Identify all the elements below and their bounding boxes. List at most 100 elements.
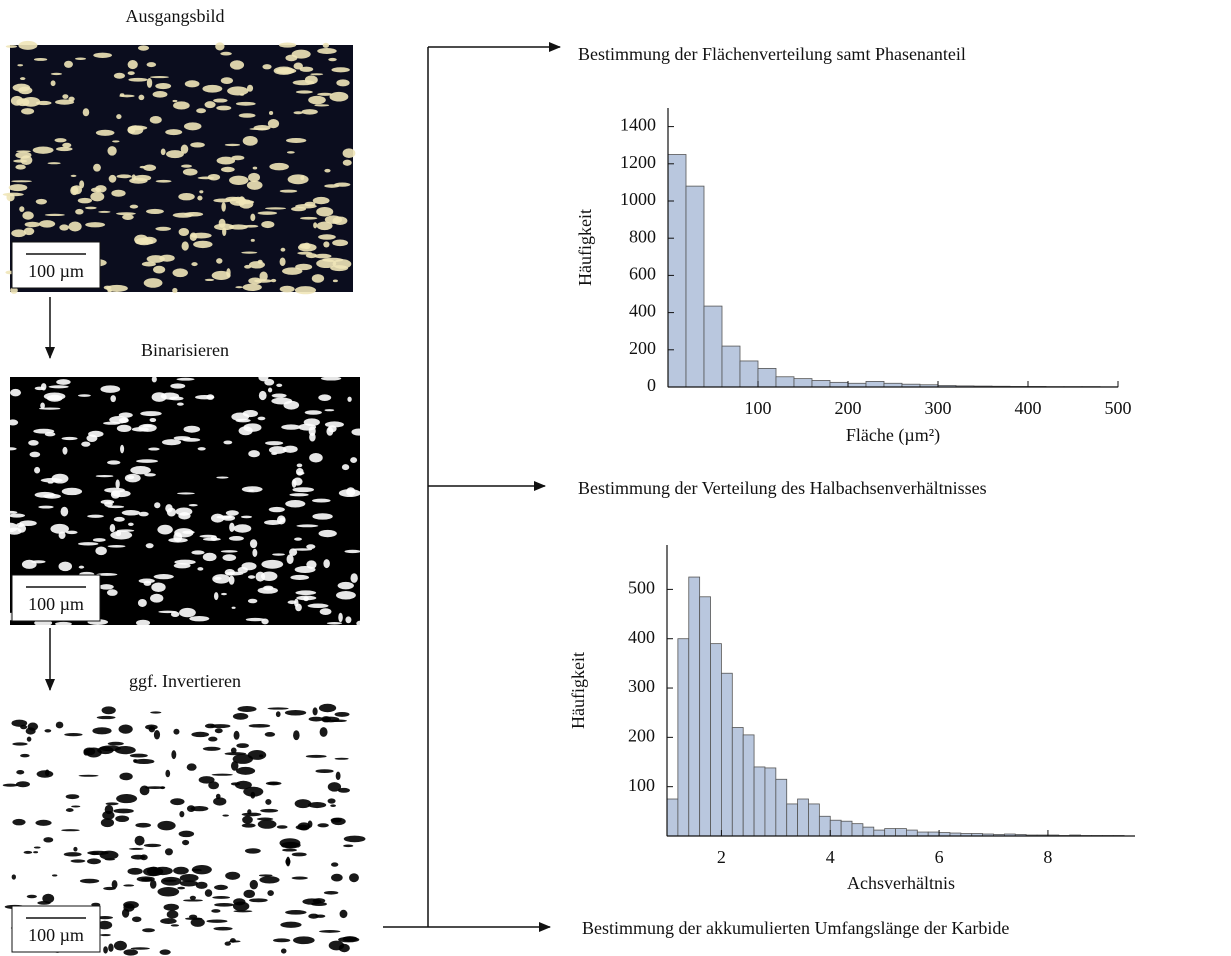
phase-blob xyxy=(279,189,298,193)
phase-blob xyxy=(85,222,106,228)
phase-blob xyxy=(11,874,16,880)
phase-blob xyxy=(267,118,280,129)
phase-blob xyxy=(230,761,239,771)
phase-blob xyxy=(104,858,116,861)
phase-blob xyxy=(289,493,309,497)
phase-blob xyxy=(35,198,47,205)
phase-blob xyxy=(238,113,256,118)
bar xyxy=(688,576,701,837)
phase-blob xyxy=(177,886,186,890)
phase-blob xyxy=(342,159,352,166)
phase-blob xyxy=(151,582,166,593)
phase-blob xyxy=(229,224,248,230)
phase-blob xyxy=(311,498,331,503)
phase-blob xyxy=(127,126,136,134)
phase-blob xyxy=(295,603,302,612)
phase-blob xyxy=(170,924,180,927)
scale-bar-box xyxy=(11,574,101,622)
phase-blob xyxy=(26,894,37,899)
phase-blob xyxy=(68,221,82,232)
phase-blob xyxy=(301,109,318,115)
phase-blob xyxy=(104,487,125,493)
phase-blob xyxy=(142,928,155,933)
phase-blob xyxy=(84,206,97,210)
step-label: Ausgangsbild xyxy=(126,6,225,26)
phase-blob xyxy=(268,506,285,513)
phase-blob xyxy=(146,255,165,263)
phase-blob xyxy=(248,723,271,728)
phase-blob xyxy=(331,873,343,882)
phase-blob xyxy=(247,750,267,760)
phase-blob xyxy=(312,898,326,904)
phase-blob xyxy=(314,104,330,107)
phase-blob xyxy=(32,146,54,154)
bar xyxy=(895,828,907,837)
phase-blob xyxy=(311,902,327,907)
phase-blob xyxy=(342,936,358,942)
phase-blob xyxy=(148,447,160,451)
bar xyxy=(710,643,722,837)
phase-blob xyxy=(236,743,249,749)
phase-blob xyxy=(182,168,198,176)
phase-blob xyxy=(81,441,91,447)
phase-blob xyxy=(75,208,84,215)
phase-blob xyxy=(295,263,313,271)
phase-blob xyxy=(55,146,73,152)
x-tick-label: 6 xyxy=(935,847,944,867)
phase-blob xyxy=(21,108,35,115)
phase-blob xyxy=(129,204,139,209)
phase-blob xyxy=(211,270,231,280)
phase-blob xyxy=(294,799,312,809)
phase-blob xyxy=(101,706,116,715)
phase-blob xyxy=(250,238,255,242)
phase-blob xyxy=(195,881,208,889)
phase-blob xyxy=(244,848,261,854)
phase-blob xyxy=(211,909,221,913)
phase-blob xyxy=(100,385,121,393)
y-tick-label: 1400 xyxy=(620,115,656,135)
phase-blob xyxy=(310,73,324,76)
phase-blob xyxy=(12,742,28,746)
phase-blob xyxy=(190,805,209,812)
phase-blob xyxy=(89,851,99,856)
phase-blob xyxy=(56,379,71,385)
phase-blob xyxy=(287,174,309,185)
x-axis-label: Fläche (µm²) xyxy=(846,425,940,446)
y-axis-label: Häufigkeit xyxy=(568,652,588,729)
phase-blob xyxy=(10,388,22,397)
phase-blob xyxy=(173,866,189,875)
phase-blob xyxy=(55,621,72,626)
phase-blob xyxy=(249,127,269,131)
phase-blob xyxy=(280,841,301,849)
phase-blob xyxy=(107,544,126,548)
phase-blob xyxy=(172,287,178,294)
bar xyxy=(829,381,849,388)
phase-blob xyxy=(305,754,327,758)
phase-blob xyxy=(351,428,367,436)
phase-blob xyxy=(237,706,257,712)
phase-blob xyxy=(153,574,174,580)
phase-blob xyxy=(242,815,253,824)
phase-blob xyxy=(295,824,310,830)
phase-blob xyxy=(243,889,256,899)
phase-blob xyxy=(208,736,218,742)
phase-blob xyxy=(64,732,83,737)
phase-blob xyxy=(128,522,134,527)
phase-blob xyxy=(229,938,236,943)
phase-blob xyxy=(221,515,236,521)
phase-blob xyxy=(104,804,114,815)
phase-blob xyxy=(111,880,118,889)
phase-blob xyxy=(275,67,297,74)
phase-blob xyxy=(233,524,252,533)
phase-blob xyxy=(214,903,235,907)
output-label: Bestimmung der akkumulierten Umfangsläng… xyxy=(582,918,1009,938)
phase-blob xyxy=(113,940,127,951)
phase-blob xyxy=(92,727,112,735)
phase-blob xyxy=(183,122,202,131)
phase-blob xyxy=(257,211,278,215)
phase-blob xyxy=(180,144,189,154)
phase-blob xyxy=(20,155,33,166)
phase-blob xyxy=(191,262,198,267)
phase-blob xyxy=(143,843,162,848)
phase-blob xyxy=(304,75,318,85)
